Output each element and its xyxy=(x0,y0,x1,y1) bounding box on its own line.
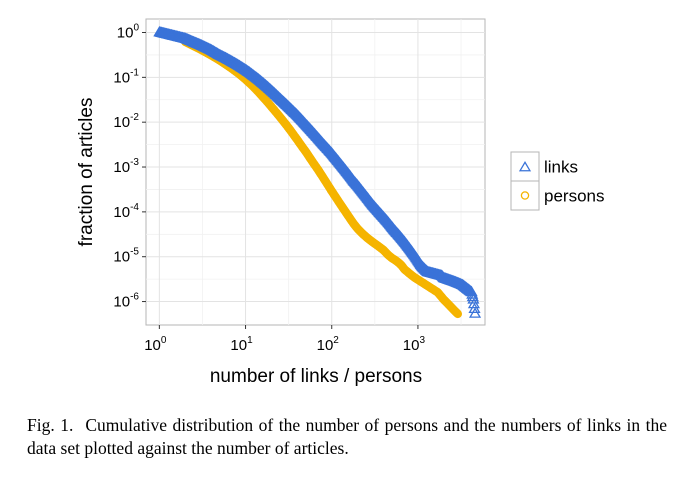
links-point xyxy=(468,302,481,314)
legend-persons-label: persons xyxy=(544,187,604,206)
y-tick-base: 10 xyxy=(117,24,134,41)
links-point xyxy=(467,297,481,309)
chart: 100 101 102 10310010-110-210-310-410-510-6 … xyxy=(76,18,604,387)
figure: 100 101 102 103 100 10-1 10-2 10-3 10-4 10-5 10-6 … xyxy=(76,18,604,387)
x-tick-base: 10 xyxy=(230,337,247,354)
links-point xyxy=(467,293,480,304)
y-tick-label: 100 xyxy=(117,22,140,41)
y-tick-base: 10 xyxy=(113,294,130,311)
y-tick-label: 10-1 xyxy=(113,67,139,86)
y-tick-base: 10 xyxy=(113,204,130,221)
y-tick-label: 10-2 xyxy=(113,112,139,131)
y-tick-exponent: -6 xyxy=(130,292,139,303)
y-tick-label: 10-6 xyxy=(113,292,139,311)
legend-links-label: links xyxy=(544,158,578,177)
y-tick-base: 10 xyxy=(113,249,130,266)
y-tick-label: 10-5 xyxy=(113,247,139,266)
links-point xyxy=(465,285,478,297)
links-point xyxy=(466,288,479,299)
persons-point xyxy=(453,309,463,319)
x-tick-base: 10 xyxy=(403,337,420,354)
links-point xyxy=(468,307,482,318)
y-tick-exponent: -2 xyxy=(130,112,139,123)
x-tick-label: 103 xyxy=(403,335,426,354)
legend-key-box xyxy=(510,180,540,211)
y-tick-exponent: -4 xyxy=(130,202,139,213)
x-tick-exponent: 2 xyxy=(333,335,339,346)
y-tick-label: 10-4 xyxy=(113,202,139,221)
y-tick-exponent: -5 xyxy=(130,247,139,258)
series xyxy=(153,26,482,319)
x-axis-title: number of links / persons xyxy=(210,366,422,387)
legend-key-box xyxy=(510,151,540,182)
x-tick-exponent: 3 xyxy=(419,335,425,346)
x-tick-label: 102 xyxy=(317,335,340,354)
legend-persons-marker xyxy=(520,191,530,200)
y-tick-base: 10 xyxy=(113,114,130,131)
caption-label: Fig. 1. xyxy=(27,415,74,435)
x-tick-label: 101 xyxy=(230,335,253,354)
y-tick-base: 10 xyxy=(113,159,130,176)
y-tick-exponent: -1 xyxy=(130,67,139,78)
caption-text: Cumulative distribution of the number of… xyxy=(27,415,667,458)
y-tick-exponent: -3 xyxy=(130,157,139,168)
x-tick-base: 10 xyxy=(144,337,161,354)
x-tick-label: 100 xyxy=(144,335,167,354)
legend: links persons xyxy=(510,151,604,211)
legend-links-marker xyxy=(518,161,532,172)
figure-caption: Fig. 1. Cumulative distribution of the nu… xyxy=(27,414,667,460)
x-tick-exponent: 0 xyxy=(161,335,167,346)
x-tick-base: 10 xyxy=(317,337,334,354)
y-tick-exponent: 0 xyxy=(133,22,139,33)
y-tick-base: 10 xyxy=(113,69,130,86)
y-axis-title: fraction of articles xyxy=(76,98,97,247)
series-links xyxy=(153,26,482,318)
y-tick-label: 10-3 xyxy=(113,157,139,176)
x-tick-exponent: 1 xyxy=(247,335,253,346)
